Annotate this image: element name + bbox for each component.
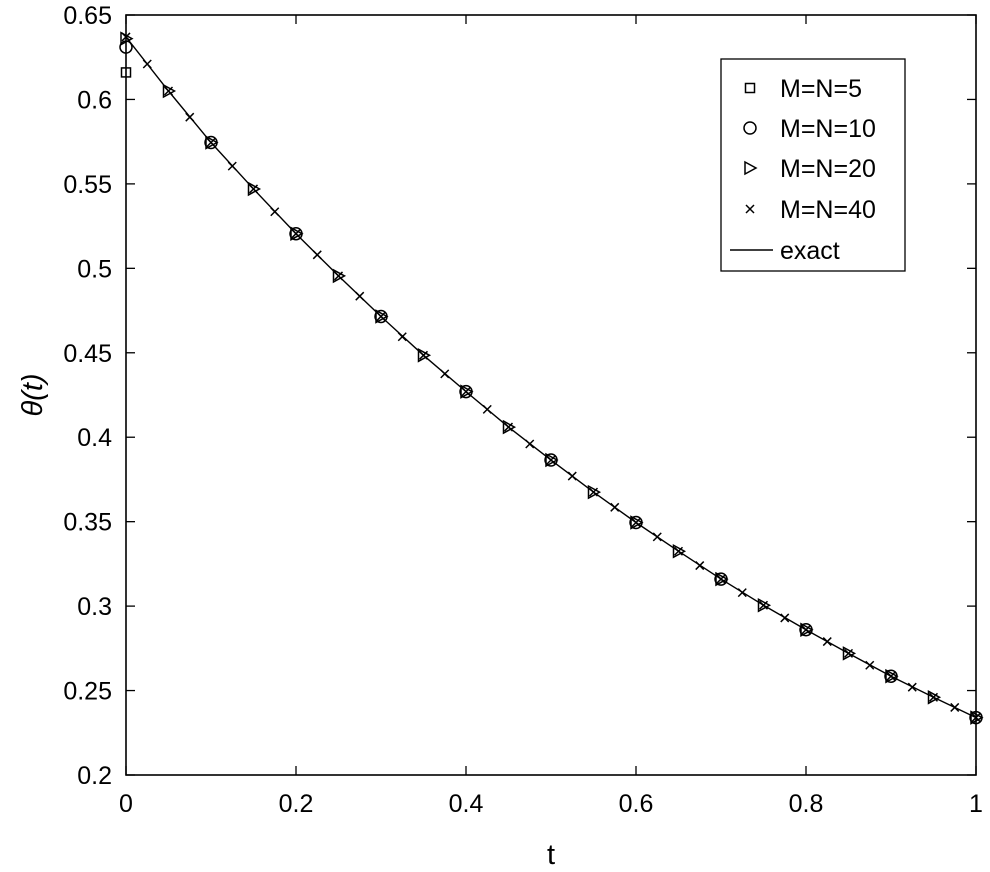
x-tick-label: 1 — [969, 790, 983, 818]
triangle-right-point — [927, 690, 942, 705]
legend-label: M=N=10 — [780, 115, 876, 143]
triangle-right-point — [502, 419, 517, 435]
x-tick-label: 0.4 — [449, 790, 484, 818]
y-tick-label: 0.2 — [77, 762, 112, 790]
y-tick-label: 0.25 — [63, 678, 112, 706]
triangle-right-point — [290, 226, 304, 241]
legend-label: M=N=20 — [780, 155, 876, 183]
triangle-right-point — [672, 543, 687, 559]
triangle-right-point — [885, 668, 899, 684]
series-m-n-5 — [120, 67, 132, 78]
x-tick-label: 0.8 — [789, 790, 824, 818]
y-tick-label: 0.4 — [77, 424, 112, 452]
legend-triangle-right-marker — [744, 160, 758, 176]
triangle-right-point — [630, 515, 644, 530]
y-tick-label: 0.35 — [63, 509, 112, 537]
triangle-right-point — [205, 135, 219, 150]
triangle-right-point — [375, 309, 389, 324]
legend-circle-marker — [743, 121, 757, 135]
ticks-layer: 0 0.2 0.4 0.6 0.8 10.20.250.30.350.40.450.50.… — [63, 2, 983, 818]
triangle-right-point — [417, 348, 432, 363]
y-tick-label: 0.6 — [77, 86, 112, 114]
legend-x-marker — [745, 204, 755, 214]
triangle-right-point — [587, 484, 602, 500]
triangle-right-point — [757, 598, 772, 613]
y-axis-title: θ(t) — [17, 373, 49, 416]
triangle-right-point — [332, 268, 347, 284]
legend-label: M=N=5 — [780, 75, 862, 103]
legend: M=N=5 M=N=10 M=N=20 M=N=40 exact — [720, 58, 906, 272]
x-tick-label: 0.2 — [279, 790, 314, 818]
triangle-right-point — [162, 83, 177, 99]
triangle-right-point — [970, 710, 984, 725]
exact-line — [125, 36, 977, 719]
y-tick-label: 0.45 — [63, 340, 112, 368]
triangle-right-point — [460, 384, 474, 399]
triangle-right-point — [842, 646, 857, 661]
series-layer — [119, 31, 984, 725]
legend-label: M=N=40 — [780, 196, 876, 224]
x-tick-label: 0.6 — [619, 790, 654, 818]
series-exact — [125, 36, 977, 719]
triangle-right-point — [247, 181, 262, 197]
y-tick-label: 0.5 — [77, 255, 112, 283]
legend-square-marker — [744, 82, 756, 94]
y-tick-label: 0.65 — [63, 2, 112, 30]
triangle-right-point — [715, 571, 729, 587]
y-tick-label: 0.3 — [77, 593, 112, 621]
square-point — [120, 67, 132, 78]
x-axis-title: t — [547, 839, 555, 871]
series-m-n-20 — [120, 31, 984, 725]
y-tick-label: 0.55 — [63, 171, 112, 199]
triangle-right-point — [800, 622, 814, 638]
triangle-right-point — [545, 452, 559, 468]
legend-label: exact — [780, 237, 840, 265]
x-tick-label: 0 — [119, 790, 133, 818]
